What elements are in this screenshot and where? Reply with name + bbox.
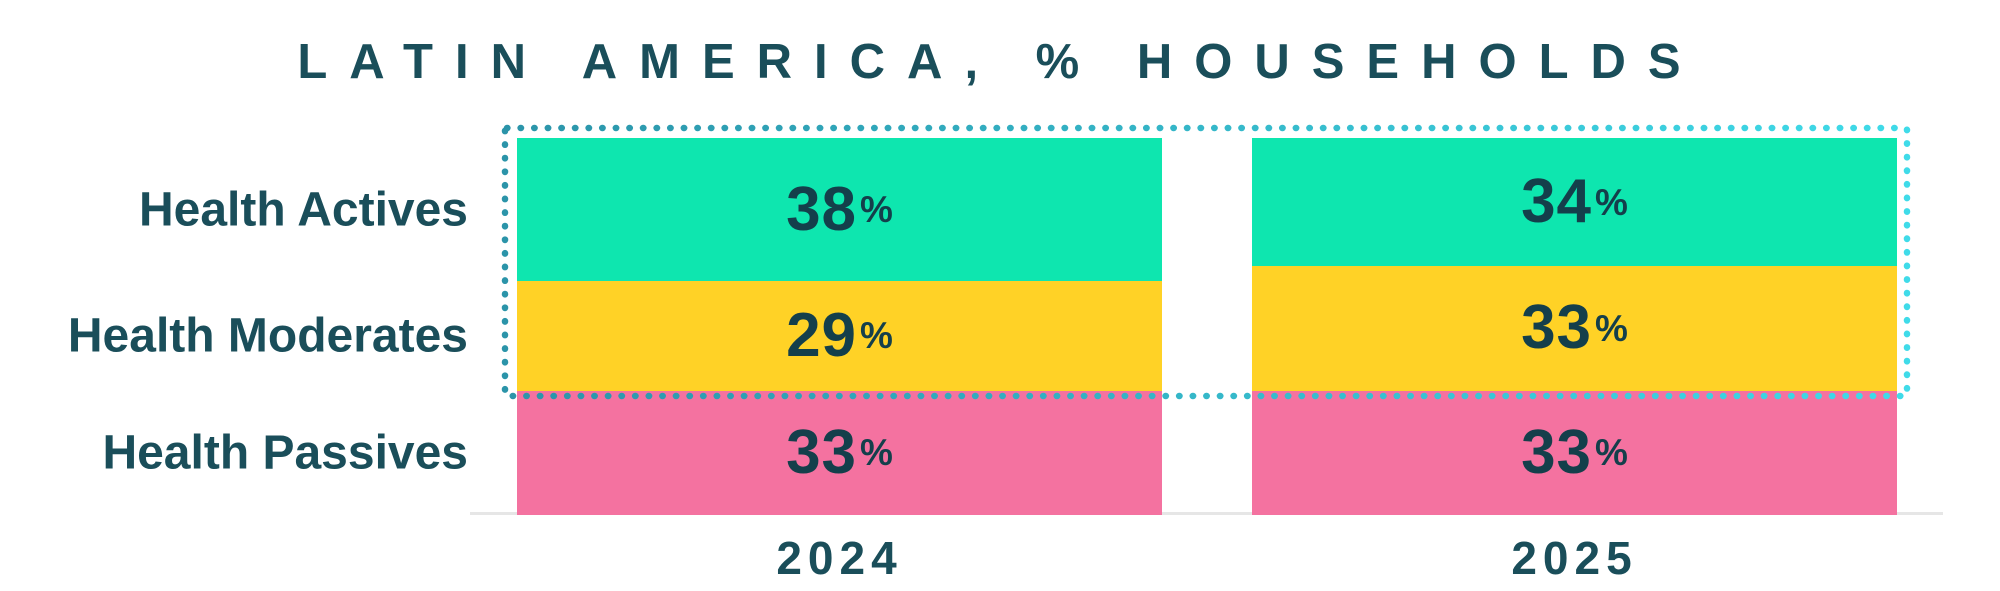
x-axis-line [470,512,1943,515]
bar-segment: 33% [1252,390,1897,515]
bar-column-2025: 34% 33% 33% [1252,138,1897,515]
bar-segment: 29% [517,281,1162,391]
segment-value: 33 [1521,293,1593,363]
segment-value: 38 [786,174,858,244]
segment-value: 33 [786,417,858,487]
segment-value: 33 [1521,417,1593,487]
bar-segment: 38% [517,138,1162,282]
percent-sign: % [1595,181,1628,223]
x-axis-label-2024: 2024 [776,532,903,584]
bar-segment: 33% [517,390,1162,515]
segment-label: Health Passives [102,426,468,480]
percent-sign: % [860,189,893,231]
x-axis-label-2025: 2025 [1511,532,1638,584]
bar-column-2024: 38% 29% 33% [517,138,1162,515]
segment-value: 29 [786,300,858,370]
bar-segment: 33% [1252,266,1897,391]
segment-value: 34 [1521,167,1593,237]
percent-sign: % [1595,432,1628,474]
percent-sign: % [860,432,893,474]
segment-label: Health Moderates [67,309,468,363]
chart-title: LATIN AMERICA, % HOUSEHOLDS [297,35,1703,89]
percent-sign: % [1595,307,1628,349]
bar-segment: 34% [1252,138,1897,267]
percent-sign: % [860,315,893,357]
segment-label: Health Actives [138,183,468,237]
